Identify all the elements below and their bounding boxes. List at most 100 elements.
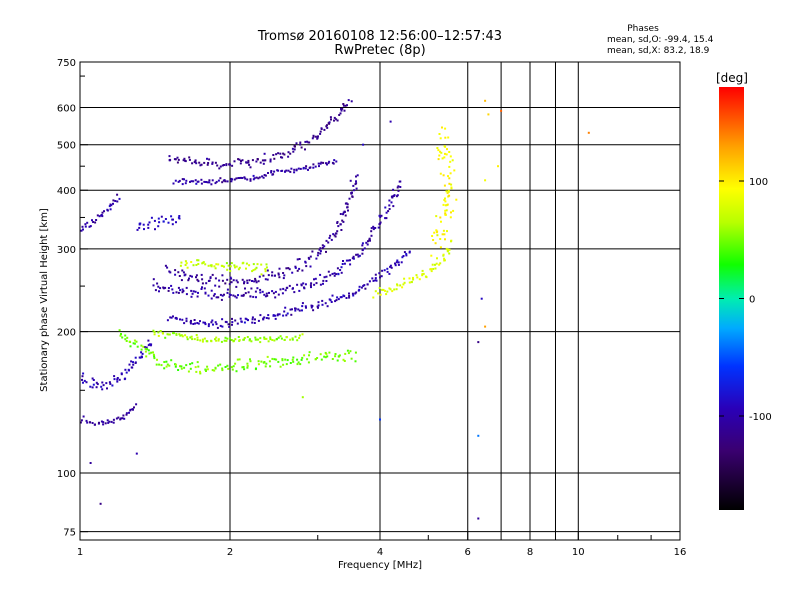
x-tick-label: 2 [227,547,233,558]
data-point [296,258,299,261]
data-point [255,367,257,370]
data-point [234,362,237,365]
data-point [215,339,218,342]
data-point [167,221,170,224]
data-point [313,283,316,286]
data-point [177,369,180,371]
data-point [85,381,88,384]
data-point [329,234,332,237]
data-point [265,337,268,340]
data-point [384,289,386,292]
data-point [360,286,363,289]
data-point [347,209,349,212]
data-point [201,338,204,341]
data-point [192,290,195,293]
data-point [211,161,214,164]
data-point [194,366,197,369]
data-point [293,171,296,174]
data-point [226,291,229,294]
data-point [267,340,270,343]
data-point [438,133,441,135]
data-point [408,250,411,253]
data-point [197,259,200,262]
data-point [324,302,327,305]
data-point [197,322,200,325]
data-point [170,359,173,362]
data-point [291,271,294,274]
data-point [285,336,288,339]
data-point [129,409,132,412]
colorbar-tick-label: -100 [749,412,772,423]
data-point [247,161,250,164]
data-point [347,259,350,262]
data-point [191,162,194,165]
data-point [128,411,130,414]
data-point [229,337,231,340]
data-point [92,383,95,386]
data-point [184,260,187,263]
data-point [158,290,160,293]
data-point [295,168,298,171]
data-point [217,339,220,342]
data-point [219,165,222,168]
data-point [275,338,278,340]
data-point [192,264,195,267]
data-point [129,341,132,343]
data-point [158,363,161,366]
data-point [261,159,264,162]
data-point [117,416,120,419]
data-point [436,230,439,233]
data-point [171,223,174,226]
data-point [379,221,382,224]
data-point [259,161,262,164]
data-point [281,156,284,159]
data-point [322,282,324,285]
data-point [396,186,399,189]
data-point [443,233,446,236]
data-point [397,263,400,266]
data-point [282,287,285,290]
data-point [207,325,210,328]
data-point [152,329,155,332]
data-point [254,277,257,280]
data-point [329,274,332,277]
data-point [133,406,135,409]
data-point [216,326,219,329]
data-point [283,274,286,277]
data-point [297,308,300,311]
data-point [227,264,230,267]
data-point [277,360,280,363]
data-point [257,280,260,283]
data-point [152,278,155,281]
data-point [220,298,223,301]
data-point [282,272,285,274]
data-point [366,283,369,286]
data-point [240,320,243,323]
data-point [303,354,306,357]
data-point [282,277,285,280]
data-point [158,221,161,224]
data-point [100,385,103,388]
data-point [436,234,439,237]
data-point [389,288,392,291]
data-point [263,316,266,319]
data-point [232,365,235,368]
data-point [388,199,391,202]
data-point [181,335,184,338]
data-point [123,378,126,381]
data-point [111,384,114,387]
data-point [231,321,234,324]
data-point [271,290,274,293]
data-point [431,235,434,237]
data-point [212,323,214,326]
data-point [294,335,297,338]
data-point [434,242,437,245]
data-point [325,239,328,242]
data-point [82,372,85,375]
data-point [354,351,357,354]
data-point [331,161,334,164]
data-point [245,161,248,164]
data-point [425,276,428,279]
data-point [340,229,343,231]
data-point [205,370,207,372]
